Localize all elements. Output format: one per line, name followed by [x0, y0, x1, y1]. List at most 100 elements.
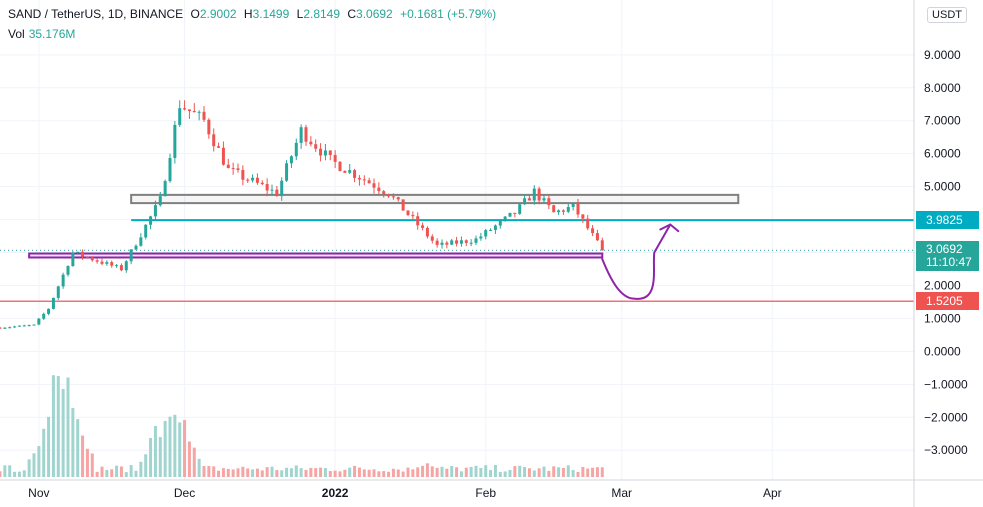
volume-bar	[411, 469, 415, 477]
candle-body	[275, 189, 279, 197]
candle-body	[586, 218, 590, 229]
candle-body	[508, 212, 512, 217]
candle-body	[323, 150, 327, 156]
volume-bar	[571, 469, 575, 477]
change-value: +0.1681 (+5.79%)	[400, 7, 497, 21]
candle-body	[289, 156, 293, 164]
candle-body	[532, 188, 536, 201]
x-tick-label: Dec	[174, 486, 195, 500]
arrow-head	[659, 223, 680, 233]
bar-countdown: 11:10:47	[926, 255, 972, 270]
volume-bar	[110, 469, 114, 477]
candle-body	[56, 286, 60, 298]
volume-bar	[212, 466, 216, 477]
candle-body	[333, 155, 337, 162]
y-tick-label: 6.0000	[924, 147, 961, 161]
candle-body	[401, 199, 405, 211]
volume-bar	[134, 470, 138, 477]
candle-body	[547, 198, 551, 206]
volume-bar	[47, 416, 51, 477]
legend-header: SAND / TetherUS, 1D, BINANCE O2.9002 H3.…	[8, 7, 500, 21]
candle-body	[328, 150, 332, 156]
candle-body	[27, 325, 31, 327]
candle-body	[90, 257, 94, 261]
volume-bar	[542, 466, 546, 477]
candle-body	[197, 111, 201, 113]
candle-body	[445, 242, 449, 245]
candle-body	[105, 262, 109, 264]
candle-body	[518, 204, 522, 214]
candle-body	[527, 198, 531, 201]
zones	[28, 193, 740, 259]
currency-button[interactable]: USDT	[927, 7, 967, 23]
symbol-title[interactable]: SAND / TetherUS, 1D, BINANCE	[8, 7, 184, 21]
candle-body	[47, 308, 51, 314]
low-label: L	[296, 7, 304, 21]
candle-body	[552, 205, 556, 213]
volume-bar	[221, 468, 225, 477]
volume-value: 35.176M	[28, 27, 76, 41]
volume-bar	[552, 466, 556, 477]
volume-bar	[489, 470, 493, 477]
candle-body	[265, 184, 269, 191]
volume-bar	[71, 408, 75, 477]
candle-body	[498, 220, 502, 226]
candle-body	[416, 216, 420, 226]
x-tick-label: Feb	[475, 486, 496, 500]
volume-bar	[314, 468, 318, 477]
candle-body	[513, 212, 517, 214]
volume-bar	[348, 467, 352, 477]
volume-bar	[484, 465, 488, 477]
volume-bar	[600, 467, 604, 477]
candle-body	[81, 251, 85, 257]
y-tick-label: −3.0000	[924, 443, 968, 457]
candle-body	[100, 261, 104, 264]
volume-bar	[328, 471, 332, 477]
candle-body	[95, 260, 99, 262]
candle-body	[37, 318, 41, 325]
candle-body	[372, 183, 376, 188]
volume-bar	[158, 437, 162, 477]
support-price-tag: 1.5205	[916, 292, 979, 311]
volume-bar	[66, 377, 70, 477]
candle-body	[503, 216, 507, 221]
candle-body	[299, 127, 303, 143]
volume-bar	[124, 472, 128, 477]
volume-bar	[275, 470, 279, 477]
volume-bar	[459, 471, 463, 477]
volume-bar	[333, 470, 337, 477]
volume-bar	[51, 375, 55, 477]
volume-bar	[391, 468, 395, 477]
arrow-drawing[interactable]	[601, 223, 680, 300]
projection-curve	[601, 223, 672, 300]
last-price-value: 3.0692	[926, 242, 963, 257]
candle-body	[217, 146, 221, 148]
upper-zone	[130, 193, 740, 205]
volume-bar	[76, 419, 80, 477]
volume-bar	[464, 467, 468, 477]
horizontal-lines[interactable]	[0, 219, 914, 303]
volume-bar	[372, 469, 376, 477]
candle-body	[440, 242, 444, 245]
volume-bar	[299, 468, 303, 477]
volume-bar	[183, 420, 187, 477]
volume-bar	[561, 468, 565, 477]
candle-body	[469, 242, 473, 244]
volume-bar	[139, 461, 143, 477]
volume-bar	[362, 469, 366, 477]
volume-bar	[22, 470, 26, 477]
candle-body	[153, 205, 157, 217]
candle-body	[139, 237, 143, 246]
volume-bar	[241, 466, 245, 477]
volume-bar	[537, 468, 541, 477]
volume-bar	[100, 466, 104, 477]
volume-bar	[450, 465, 454, 477]
y-tick-label: 9.0000	[924, 48, 961, 62]
volume-bar	[513, 466, 517, 477]
candle-body	[362, 179, 366, 181]
volume-bar	[503, 471, 507, 477]
volume-bar	[32, 453, 36, 477]
candle-body	[450, 240, 454, 245]
volume-bar	[382, 471, 386, 477]
